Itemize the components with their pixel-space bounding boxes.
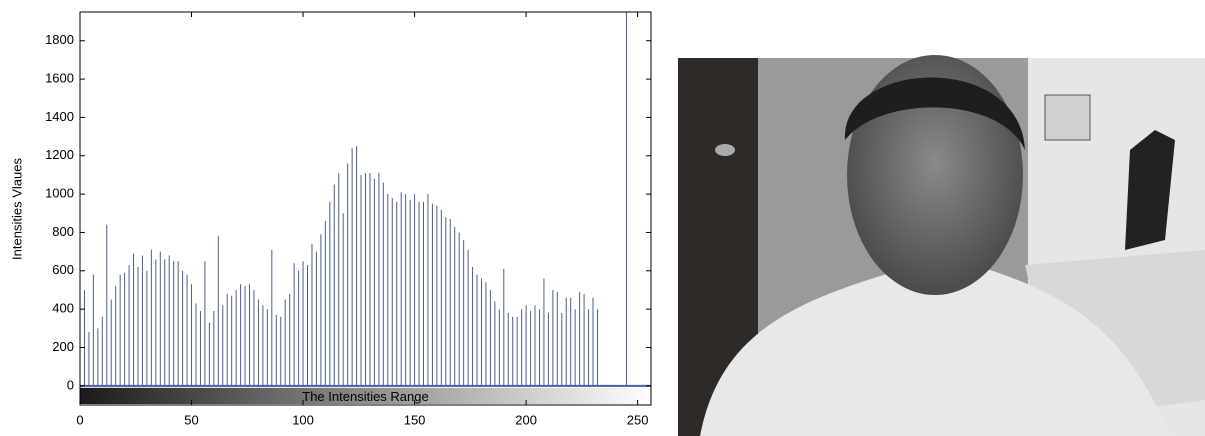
y-tick-label: 600: [52, 262, 74, 277]
y-tick-label: 1000: [45, 186, 74, 201]
axes-frame: [79, 11, 652, 406]
x-tick-label: 200: [515, 412, 537, 427]
x-tick-label: 50: [184, 412, 198, 427]
x-tick-label: 0: [76, 412, 83, 427]
intensity-gradient: [80, 387, 651, 404]
y-tick-label: 800: [52, 224, 74, 239]
y-tick-label: 400: [52, 301, 74, 316]
y-tick-label: 1200: [45, 147, 74, 162]
y-tick-label: 1600: [45, 71, 74, 86]
photo: [678, 55, 1205, 436]
y-axis-label: Intensities Vlaues: [9, 158, 24, 260]
plot-area: The Intensities Range: [79, 11, 652, 406]
x-tick-label: 100: [292, 412, 314, 427]
x-tick-label: 150: [404, 412, 426, 427]
annotation: The Intensities Range: [302, 389, 428, 404]
y-tick-label: 200: [52, 339, 74, 354]
x-tick-label: 250: [627, 412, 649, 427]
y-tick-label: 0: [67, 377, 74, 392]
y-tick-label: 1800: [45, 32, 74, 47]
y-tick-label: 1400: [45, 109, 74, 124]
